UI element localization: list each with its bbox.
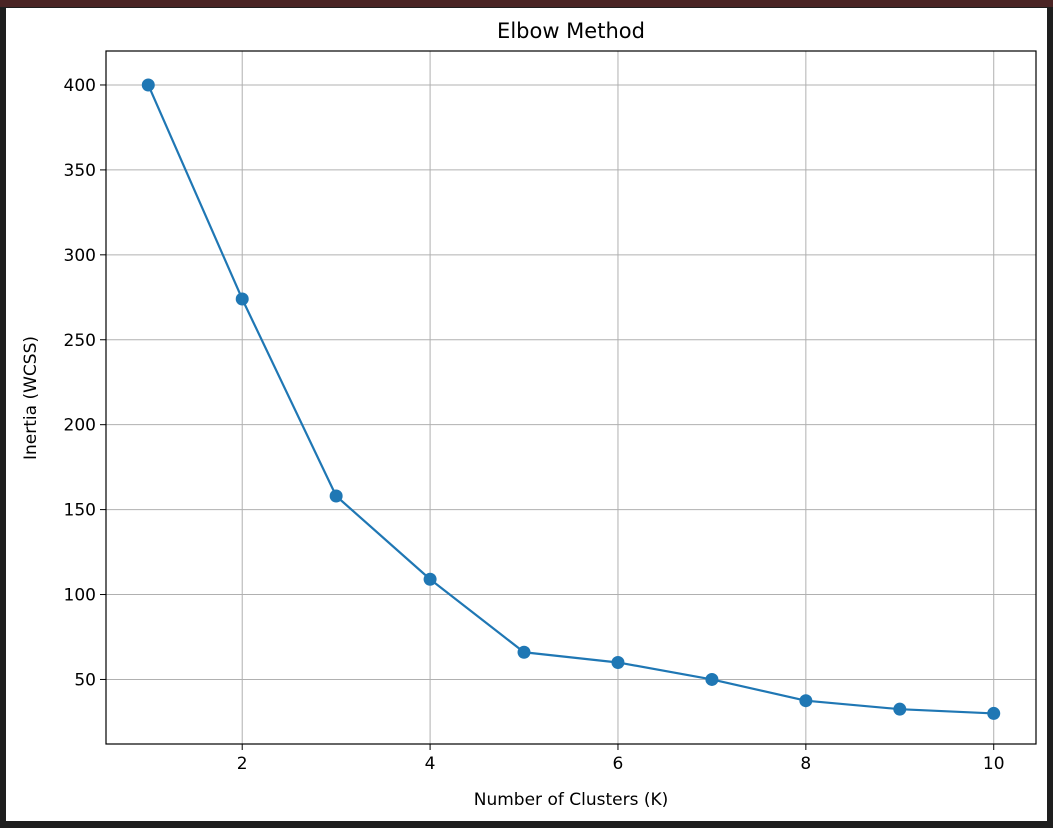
data-point	[987, 706, 1001, 720]
figure-canvas: Elbow Method 2 4 6 8 10 50 100 150 200 250 300 350 4…	[6, 8, 1047, 821]
plot-area-border	[105, 50, 1037, 745]
data-point	[235, 292, 249, 306]
x-tick-label: 8	[800, 754, 811, 774]
x-axis-label: Number of Clusters (K)	[474, 790, 669, 810]
y-tick-label: 250	[64, 331, 96, 351]
tick-layer: 2 4 6 8 10 50 100 150 200 250 300 350 400	[64, 76, 1005, 774]
y-axis-label: Inertia (WCSS)	[21, 336, 41, 460]
y-tick-label: 300	[64, 246, 96, 266]
x-tick-label: 10	[983, 754, 1005, 774]
x-tick-label: 6	[613, 754, 624, 774]
data-point	[893, 702, 907, 716]
elbow-chart: Elbow Method 2 4 6 8 10 50 100 150 200 250 300 350 4…	[21, 19, 1037, 810]
y-tick-label: 50	[74, 670, 96, 690]
x-tick-label: 4	[425, 754, 436, 774]
grid	[106, 51, 1036, 744]
data-point	[705, 672, 719, 686]
y-tick-label: 350	[64, 161, 96, 181]
data-point	[141, 78, 155, 92]
x-tick-label: 2	[237, 754, 248, 774]
chart-title: Elbow Method	[497, 19, 645, 43]
data-point	[329, 489, 343, 503]
y-tick-label: 150	[64, 501, 96, 521]
y-tick-label: 400	[64, 76, 96, 96]
data-point	[517, 645, 531, 659]
y-tick-label: 100	[64, 586, 96, 606]
data-point	[799, 694, 813, 708]
y-tick-label: 200	[64, 416, 96, 436]
series-layer	[141, 78, 1001, 720]
series-line	[147, 84, 994, 715]
window-top-strip	[0, 0, 1053, 7]
data-point	[423, 572, 437, 586]
data-point	[611, 655, 625, 669]
